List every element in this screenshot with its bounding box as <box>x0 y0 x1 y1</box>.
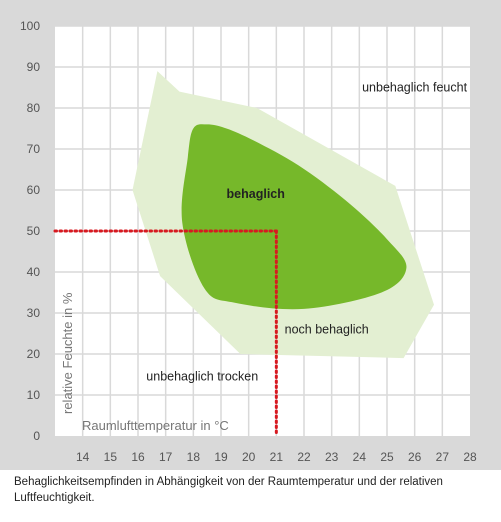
y-tick-label: 30 <box>27 306 41 320</box>
figure-caption: Behaglichkeitsempfinden in Abhängigkeit … <box>14 476 443 504</box>
x-tick-label: 16 <box>131 450 145 464</box>
comfort-regions <box>132 71 434 359</box>
x-axis-label: Raumlufttemperatur in °C <box>82 418 229 433</box>
y-tick-label: 80 <box>27 101 41 115</box>
y-tick-label: 0 <box>33 429 40 443</box>
x-tick-label: 21 <box>270 450 284 464</box>
y-tick-label: 10 <box>27 388 41 402</box>
y-tick-label: 100 <box>20 19 40 33</box>
y-axis-label: relative Feuchte in % <box>60 292 75 414</box>
zone-label: unbehaglich feucht <box>362 81 467 95</box>
zone-label: unbehaglich trocken <box>146 370 258 384</box>
y-tick-label: 70 <box>27 142 41 156</box>
reference-lines <box>53 229 278 438</box>
x-tick-label: 20 <box>242 450 256 464</box>
region-behaglich <box>181 124 407 310</box>
y-tick-label: 40 <box>27 265 41 279</box>
x-tick-label: 28 <box>463 450 477 464</box>
zone-label: behaglich <box>227 187 285 201</box>
comfort-chart: unbehaglich feucht behaglich noch behaglic… <box>20 19 477 464</box>
tick-labels: 0 10 20 30 40 50 60 70 80 90 100 14 15 16 17 18 19 20 21 22… <box>20 19 477 464</box>
x-tick-label: 15 <box>104 450 118 464</box>
x-tick-label: 14 <box>76 450 90 464</box>
chart-figure: unbehaglich feucht behaglich noch behaglic… <box>0 0 501 470</box>
x-tick-label: 26 <box>408 450 422 464</box>
zone-label: noch behaglich <box>285 323 369 337</box>
x-tick-label: 25 <box>380 450 394 464</box>
y-tick-label: 50 <box>27 224 41 238</box>
x-tick-label: 22 <box>297 450 311 464</box>
zone-labels: unbehaglich feucht behaglich noch behaglic… <box>146 81 467 384</box>
y-tick-label: 60 <box>27 183 41 197</box>
x-tick-label: 19 <box>214 450 228 464</box>
x-tick-label: 24 <box>353 450 367 464</box>
y-tick-label: 90 <box>27 60 41 74</box>
x-tick-label: 17 <box>159 450 173 464</box>
x-tick-label: 23 <box>325 450 339 464</box>
x-tick-label: 18 <box>187 450 201 464</box>
y-tick-label: 20 <box>27 347 41 361</box>
x-tick-label: 27 <box>436 450 450 464</box>
